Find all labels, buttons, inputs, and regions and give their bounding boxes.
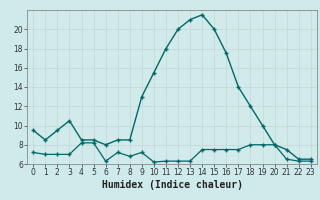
X-axis label: Humidex (Indice chaleur): Humidex (Indice chaleur) xyxy=(101,180,243,190)
